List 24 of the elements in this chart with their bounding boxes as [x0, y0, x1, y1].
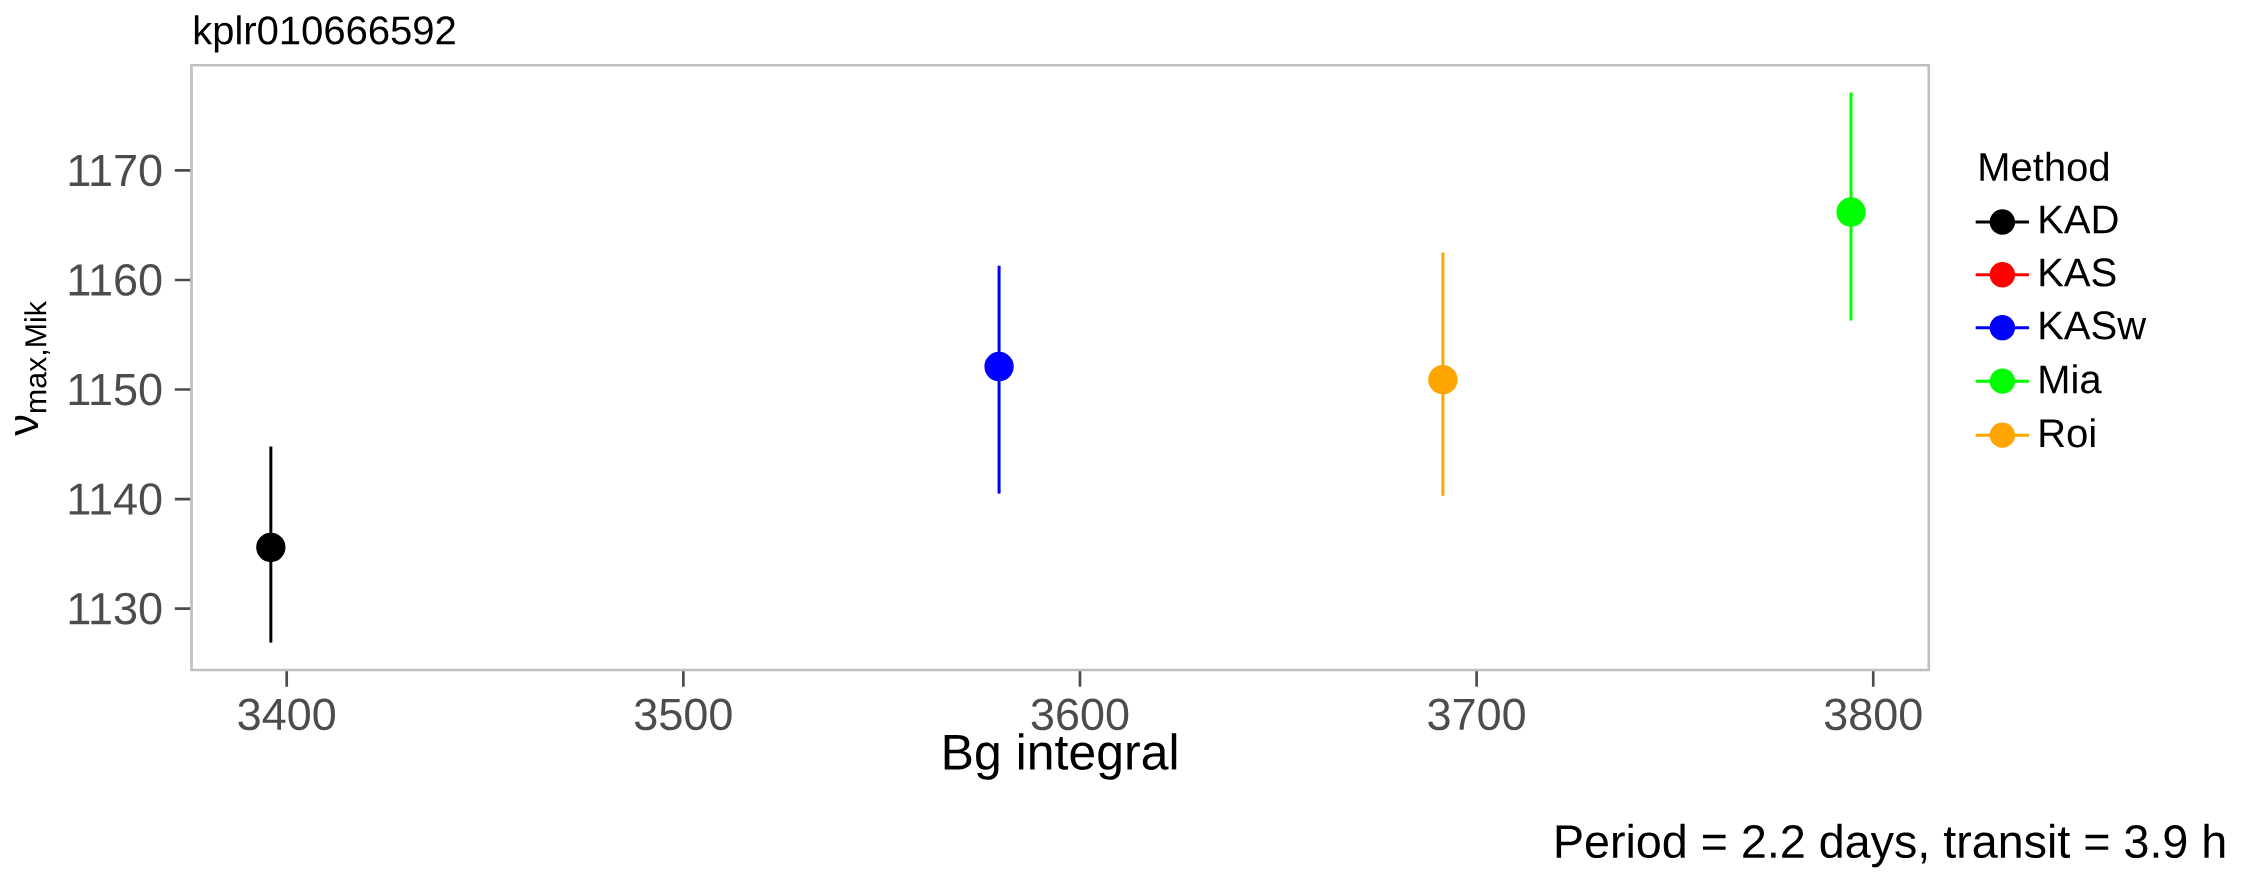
- point: [1428, 365, 1458, 395]
- point: [256, 532, 286, 562]
- x-tick-label: 3700: [1428, 698, 1525, 731]
- x-axis-title: Bg integral: [944, 733, 1177, 780]
- legend-label: KAS: [2040, 258, 2116, 287]
- legend-title: Method: [1980, 151, 2109, 182]
- legend-label: Roi: [2040, 418, 2095, 448]
- y-tick-label: 1140: [69, 483, 162, 515]
- point: [984, 351, 1014, 382]
- text: Period = 2.2 days, transit = 3.9 h: [1556, 823, 2225, 868]
- x-tick-label: 3500: [635, 698, 732, 731]
- legend-label: KASw: [2040, 311, 2147, 340]
- y-tick-label: 1130: [69, 592, 162, 625]
- y-axis-title: ν$_{max,Mik}$: [15, 301, 51, 436]
- y-tick-label: 1160: [69, 264, 162, 296]
- legend-label: KAD: [2040, 205, 2118, 234]
- x-tick-label: 3800: [1824, 698, 1922, 731]
- point: [1836, 197, 1866, 227]
- y-tick-label: 1150: [69, 373, 162, 406]
- x-tick-label: 3600: [1031, 698, 1129, 731]
- legend-label: Mia: [2040, 364, 2102, 394]
- chart-title: kplr010666592: [194, 15, 455, 53]
- x-tick-label: 3400: [238, 698, 335, 731]
- y-tick-label: 1170: [69, 154, 162, 187]
